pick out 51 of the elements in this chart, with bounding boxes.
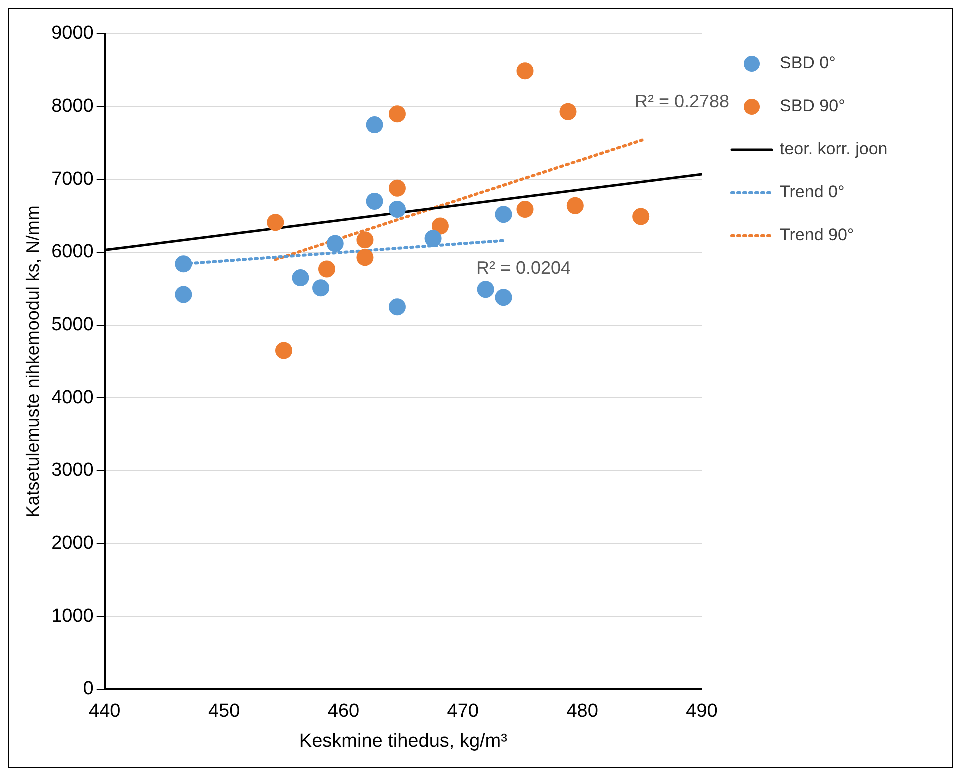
point: [495, 289, 512, 306]
point: [175, 256, 192, 273]
x-tick-label: 480: [566, 701, 598, 722]
annotation: R² = 0.2788: [635, 91, 730, 112]
point: [516, 62, 534, 80]
point: [516, 201, 534, 218]
y-tick-label: 2000: [52, 532, 94, 554]
point: [366, 192, 384, 210]
point: [477, 281, 494, 298]
x-tick-label: 450: [208, 701, 240, 722]
point: [432, 218, 449, 235]
point: [424, 230, 442, 248]
point: [175, 286, 192, 304]
y-tick-label: 6000: [52, 242, 94, 263]
point: [560, 103, 577, 120]
point: [388, 106, 406, 123]
x-axis-title: Keskmine tihedus, kg/m³: [299, 730, 508, 752]
point: [356, 249, 374, 266]
point: [388, 201, 406, 218]
legend-label: SBD 0°: [780, 54, 836, 73]
y-tick-label: 0: [83, 678, 94, 700]
legend-label: Trend 0°: [780, 182, 845, 202]
annotation: R² = 0.0204: [476, 258, 572, 278]
y-tick-label: 4000: [52, 387, 94, 408]
legend-label: teor. korr. joon: [780, 140, 888, 159]
point: [292, 269, 310, 286]
y-tick-label: 7000: [52, 168, 94, 190]
x-tick-label: 470: [447, 701, 479, 722]
point: [276, 342, 293, 360]
point: [566, 197, 584, 214]
point: [388, 180, 406, 197]
point: [632, 208, 650, 226]
y-axis-title: Katsetulemuste nihkemoodul ks, N/mm: [22, 206, 43, 518]
y-tick-label: 9000: [52, 23, 94, 44]
legend-label: Trend 90°: [780, 226, 854, 245]
point: [318, 260, 336, 278]
point: [495, 206, 512, 224]
legend-label: SBD 90°: [780, 96, 846, 116]
point: [366, 116, 384, 134]
x-tick-label: 460: [328, 701, 360, 722]
point: [326, 235, 344, 252]
y-tick-label: 5000: [52, 314, 94, 336]
x-tick-label: 490: [686, 701, 718, 722]
point: [388, 298, 406, 316]
y-tick-label: 8000: [52, 96, 94, 118]
point: [356, 232, 374, 249]
y-tick-label: 1000: [52, 606, 94, 627]
point: [267, 214, 284, 232]
y-tick-label: 3000: [52, 460, 94, 482]
point: [312, 280, 330, 297]
x-tick-label: 440: [89, 701, 121, 722]
